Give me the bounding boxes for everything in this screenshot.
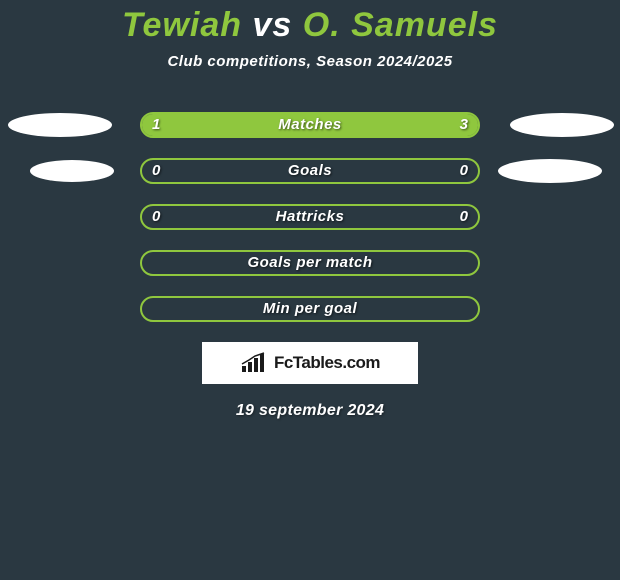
stat-row: Matches13	[0, 112, 620, 138]
avatar-placeholder-right	[510, 113, 614, 137]
stat-bar-frame	[140, 158, 480, 184]
player2-name: O. Samuels	[303, 6, 498, 44]
date-label: 19 september 2024	[0, 402, 620, 420]
comparison-widget: Tewiah vs O. Samuels Club competitions, …	[0, 0, 620, 580]
logo-text: FcTables.com	[274, 353, 380, 373]
stat-row: Min per goal	[0, 296, 620, 322]
logo: FcTables.com	[202, 342, 418, 384]
avatar-placeholder-left	[8, 113, 112, 137]
stat-bar-frame	[140, 296, 480, 322]
avatar-placeholder-left	[30, 160, 114, 182]
stat-row: Goals per match	[0, 250, 620, 276]
logo-bars-icon	[240, 352, 268, 374]
avatar-placeholder-right	[498, 159, 602, 183]
stat-bar-frame	[140, 112, 480, 138]
stats-rows: Matches13 Goals00 Hattricks00 Goals per mat…	[0, 112, 620, 322]
stat-row: Goals00	[0, 158, 620, 184]
stat-row: Hattricks00	[0, 204, 620, 230]
player1-name: Tewiah	[122, 6, 242, 44]
stat-bar-frame	[140, 204, 480, 230]
stat-bar-frame	[140, 250, 480, 276]
stat-bar-fill-left	[142, 114, 226, 136]
page-title: Tewiah vs O. Samuels	[0, 6, 620, 45]
subtitle: Club competitions, Season 2024/2025	[0, 53, 620, 70]
vs-separator: vs	[252, 6, 292, 44]
stat-bar-fill-right	[226, 114, 478, 136]
